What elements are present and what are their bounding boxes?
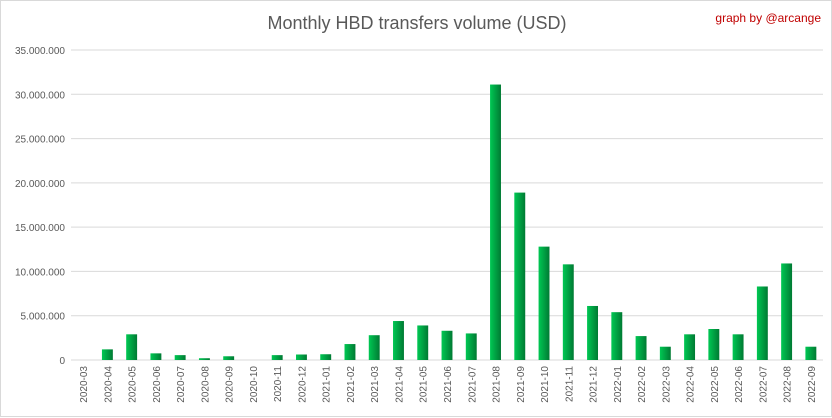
x-tick-label: 2020-03 (79, 366, 90, 403)
bar-2021-09 (514, 192, 526, 360)
x-tick-label: 2020-09 (225, 366, 236, 403)
x-tick-label: 2021-06 (443, 366, 454, 403)
bar-2021-11 (562, 264, 574, 360)
x-tick-label: 2022-02 (637, 366, 648, 403)
bar-2022-06 (732, 334, 744, 360)
x-tick-label: 2021-03 (370, 366, 381, 403)
bar-2022-07 (756, 286, 768, 360)
y-tick-label: 15.000.000 (15, 223, 65, 234)
bar-2020-06 (150, 353, 162, 360)
bar-2022-04 (684, 334, 696, 360)
bar-2021-03 (368, 335, 380, 360)
bar-2021-06 (441, 330, 453, 360)
bar-2022-09 (805, 346, 817, 360)
x-tick-label: 2022-07 (758, 366, 769, 403)
y-tick-label: 25.000.000 (15, 135, 65, 146)
x-tick-label: 2020-10 (249, 366, 260, 403)
chart-credit: graph by @arcange (715, 11, 821, 25)
y-tick-label: 35.000.000 (15, 46, 65, 57)
x-tick-label: 2022-01 (613, 366, 624, 403)
x-tick-label: 2020-11 (273, 366, 284, 402)
bars (101, 84, 817, 361)
bar-2021-12 (587, 305, 599, 360)
x-tick-label: 2021-08 (492, 366, 503, 403)
y-axis-ticks: 0 5.000.000 10.000.000 15.000.000 20.000.000… (15, 46, 66, 367)
x-tick-label: 2021-09 (516, 366, 527, 403)
bar-2020-08 (198, 358, 210, 360)
chart-title: Monthly HBD transfers volume (USD) (267, 13, 567, 33)
x-tick-label: 2022-04 (686, 366, 697, 403)
x-tick-label: 2021-12 (589, 366, 600, 403)
x-tick-label: 2020-08 (200, 366, 211, 403)
x-tick-label: 2021-05 (419, 366, 430, 403)
x-tick-label: 2021-02 (346, 366, 357, 403)
x-tick-label: 2020-12 (297, 366, 308, 403)
bar-2020-04 (101, 349, 113, 360)
bar-2020-11 (271, 355, 283, 360)
bar-2022-02 (635, 336, 647, 360)
x-tick-label: 2020-05 (128, 366, 139, 403)
x-axis-ticks: 2020-03 2020-04 2020-05 2020-06 2020-07 2020-… (79, 366, 818, 403)
bar-2021-04 (393, 321, 404, 360)
x-tick-label: 2022-03 (661, 366, 672, 403)
x-tick-label: 2021-07 (467, 366, 478, 403)
x-tick-label: 2022-05 (710, 366, 721, 403)
bar-2020-05 (126, 334, 138, 360)
bar-2021-10 (538, 246, 550, 360)
gridlines (71, 49, 823, 361)
bar-2020-07 (174, 355, 186, 360)
bar-2022-03 (659, 346, 671, 360)
y-tick-label: 10.000.000 (15, 267, 65, 278)
bar-2021-08 (490, 84, 501, 361)
x-tick-label: 2020-04 (103, 366, 114, 403)
x-tick-label: 2020-07 (176, 366, 187, 403)
x-tick-label: 2021-10 (540, 366, 551, 403)
bar-2022-01 (611, 312, 623, 360)
bar-2022-08 (781, 263, 793, 360)
x-tick-label: 2022-06 (734, 366, 745, 403)
y-tick-label: 20.000.000 (15, 179, 65, 190)
x-tick-label: 2021-11 (564, 366, 575, 402)
x-tick-label: 2021-01 (322, 366, 333, 403)
y-tick-label: 30.000.000 (15, 90, 65, 101)
y-tick-label: 0 (59, 356, 65, 367)
x-tick-label: 2020-06 (152, 366, 163, 403)
bar-2021-05 (417, 325, 429, 360)
bar-2021-02 (344, 344, 356, 360)
bar-2021-07 (465, 333, 477, 360)
bar-2021-01 (320, 354, 332, 360)
x-tick-label: 2022-09 (807, 366, 818, 403)
bar-2020-12 (295, 354, 307, 360)
x-tick-label: 2022-08 (783, 366, 794, 403)
x-tick-label: 2021-04 (394, 366, 405, 403)
bar-2022-05 (708, 329, 720, 360)
bar-2020-09 (223, 356, 235, 360)
y-tick-label: 5.000.000 (21, 312, 66, 323)
